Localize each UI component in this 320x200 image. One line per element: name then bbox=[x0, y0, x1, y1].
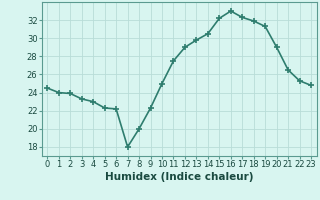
X-axis label: Humidex (Indice chaleur): Humidex (Indice chaleur) bbox=[105, 172, 253, 182]
